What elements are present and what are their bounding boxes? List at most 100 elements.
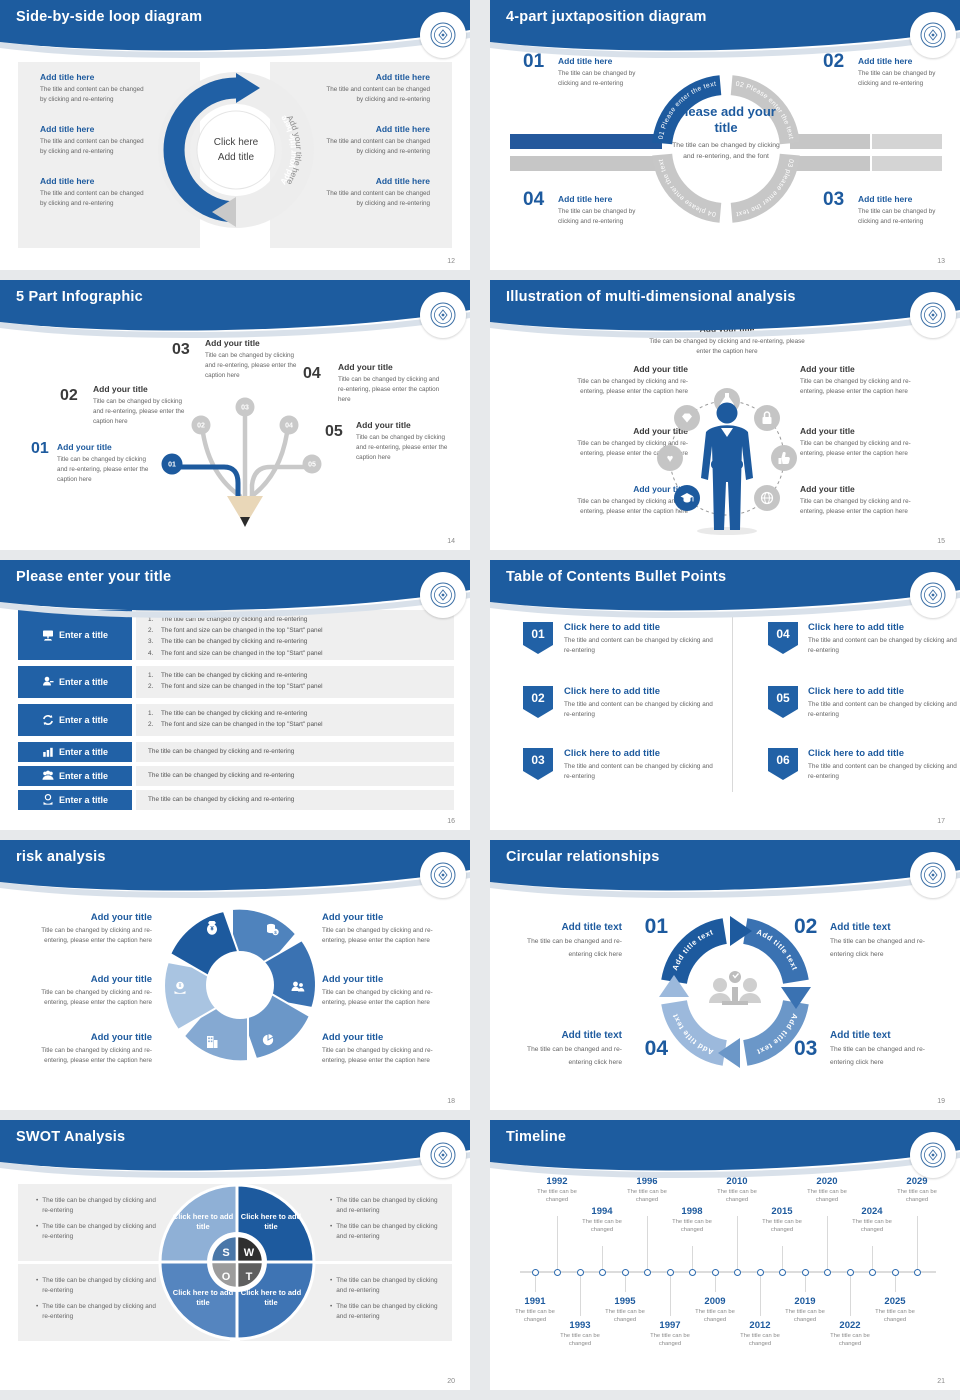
text-block: Add your title Title can be changed by c…: [41, 1032, 152, 1064]
toc-item[interactable]: Click here to add title The title and co…: [564, 622, 713, 654]
text-block: Add your title Title can be changed by c…: [322, 1032, 433, 1064]
bullet-list: The title can be changed by clicking and…: [330, 1196, 446, 1248]
timeline-marker[interactable]: [756, 1268, 764, 1276]
node-label: 02: [197, 423, 205, 430]
quadrant-label: Click here to add title: [240, 1212, 302, 1232]
enter-title-button[interactable]: Enter a title: [18, 666, 132, 698]
enter-title-button[interactable]: Enter a title: [18, 610, 132, 660]
timeline-marker[interactable]: [779, 1268, 786, 1276]
slide-title: 4-part juxtaposition diagram: [506, 9, 707, 25]
timeline-marker[interactable]: [914, 1268, 921, 1276]
slide-thumbnail-timeline[interactable]: Timeline 1991 The title can be changed 19…: [490, 1120, 960, 1390]
text-block: Add your title Title can be changed by c…: [800, 426, 911, 457]
timeline-event: 1994 The title can be changed: [582, 1206, 622, 1233]
item-number: 03: [823, 189, 845, 210]
slide-thumbnail-juxtaposition[interactable]: 4-part juxtaposition diagram 01 Add titl…: [490, 0, 960, 270]
text-block: Add title here The title and content can…: [326, 176, 430, 207]
text-block: Add title here The title and content can…: [326, 72, 430, 103]
toc-item[interactable]: Click here to add title The title and co…: [808, 622, 957, 654]
text-panel: The title can be changed by clicking and…: [136, 742, 454, 762]
toc-item[interactable]: Click here to add title The title and co…: [564, 748, 713, 780]
presentation-icon: [42, 630, 53, 641]
people-icon: [42, 770, 54, 780]
page-number: 17: [937, 818, 945, 825]
toc-item[interactable]: Click here to add title The title and co…: [808, 686, 957, 718]
timeline-marker[interactable]: [824, 1268, 831, 1276]
arrow-head: [659, 975, 689, 997]
coins-icon: $: [267, 923, 279, 936]
university-logo: [910, 292, 956, 338]
timeline-marker[interactable]: [576, 1268, 584, 1276]
quadrant-label: Click here to add title: [172, 1288, 234, 1308]
text-block: Add your title Title can be changed by c…: [577, 364, 688, 395]
seal-icon: [430, 22, 456, 48]
swot-letter: O: [222, 1271, 231, 1283]
item-number: 04: [644, 1037, 668, 1060]
text-panel: The title can be changed by clicking and…: [136, 766, 454, 786]
slide-thumbnail-circular-relationships[interactable]: Circular relationships 01 02 03 04 Add t…: [490, 840, 960, 1110]
text-block: Add your title Title can be changed by c…: [41, 974, 152, 1006]
diamond-icon: [674, 405, 700, 431]
swot-circle-diagram: S W O T: [158, 1183, 316, 1341]
slide-thumbnail-title-list[interactable]: Please enter your title Enter a title 1.…: [0, 560, 470, 830]
timeline-marker[interactable]: [734, 1268, 741, 1276]
toc-item[interactable]: Click here to add title The title and co…: [808, 748, 957, 780]
slide-thumbnail-loop-diagram[interactable]: Side-by-side loop diagram Add title here…: [0, 0, 470, 270]
pie-chart-icon: [262, 1033, 275, 1046]
pencil-branches-diagram: 01 02 03 04 05: [161, 397, 322, 527]
enter-title-button[interactable]: Enter a title: [18, 742, 132, 762]
university-logo: [420, 292, 466, 338]
text-block: Add your title Title can be changed by c…: [57, 442, 149, 483]
item-number: 05: [325, 423, 343, 440]
timeline-event: 2012 The title can be changed: [740, 1320, 780, 1347]
text-block: Add title here The title and content can…: [40, 176, 144, 207]
timeline-axis: [520, 1271, 936, 1273]
university-logo: [420, 12, 466, 58]
timeline-marker[interactable]: [869, 1268, 876, 1276]
enter-title-button[interactable]: Enter a title: [18, 704, 132, 736]
node-label: 04: [285, 423, 293, 430]
bullet-list: The title can be changed by clicking and…: [36, 1276, 158, 1328]
slide-thumbnail-swot[interactable]: SWOT Analysis The title can be changed b…: [0, 1120, 470, 1390]
toc-number-badge: 04: [768, 622, 798, 654]
slide-thumbnail-5-part[interactable]: 5 Part Infographic 01 Add your title Tit…: [0, 280, 470, 550]
timeline-event: 2015 The title can be changed: [762, 1206, 802, 1233]
item-number: 02: [823, 51, 845, 72]
businessman-orbit-diagram: ♥: [657, 388, 797, 535]
lock-icon: [754, 405, 780, 431]
enter-title-button[interactable]: Enter a title: [18, 790, 132, 810]
toc-item[interactable]: Click here to add title The title and co…: [564, 686, 713, 718]
toc-number-badge: 05: [768, 686, 798, 718]
text-block: Add title here The title can be changed …: [858, 194, 936, 225]
timeline-marker[interactable]: [846, 1268, 854, 1276]
slide-thumbnail-multi-dimensional[interactable]: Illustration of multi-dimensional analys…: [490, 280, 960, 550]
timeline-event: 2029 The title can be changed: [897, 1176, 937, 1203]
timeline-marker[interactable]: [644, 1268, 651, 1276]
quadrant-ring-diagram: 01 Please enter the text 02 Please enter…: [652, 75, 800, 223]
pinwheel-diagram: ¥ $ ¥: [163, 907, 317, 1063]
loop-arrows-diagram: Add your title here Add your title here: [158, 72, 314, 228]
svg-text:♥: ♥: [667, 453, 674, 465]
enter-title-button[interactable]: Enter a title: [18, 766, 132, 786]
slide-thumbnail-toc[interactable]: Table of Contents Bullet Points 01 Click…: [490, 560, 960, 830]
text-block: Add title text The title can be changed …: [527, 1030, 622, 1066]
timeline-marker[interactable]: [621, 1268, 629, 1276]
university-logo: [910, 572, 956, 618]
timeline-marker[interactable]: [554, 1268, 561, 1276]
timeline-marker[interactable]: [531, 1268, 539, 1276]
timeline-event: 2010 The title can be changed: [717, 1176, 757, 1203]
bar-chart-icon: [43, 747, 53, 757]
text-block: Add title text The title can be changed …: [527, 922, 622, 958]
timeline-marker[interactable]: [801, 1268, 809, 1276]
timeline-marker[interactable]: [891, 1268, 899, 1276]
timeline-marker[interactable]: [711, 1268, 719, 1276]
svg-text:$: $: [274, 930, 277, 935]
connector-bar-blue: [510, 134, 662, 149]
slide-title: SWOT Analysis: [16, 1129, 126, 1145]
timeline-marker[interactable]: [666, 1268, 674, 1276]
slide-thumbnail-risk-analysis[interactable]: risk analysis Add your title Title can b…: [0, 840, 470, 1110]
timeline-marker[interactable]: [689, 1268, 696, 1276]
timeline-marker[interactable]: [599, 1268, 606, 1276]
header-wave: [0, 0, 470, 59]
text-block: Add your title Title can be changed by c…: [338, 362, 440, 403]
